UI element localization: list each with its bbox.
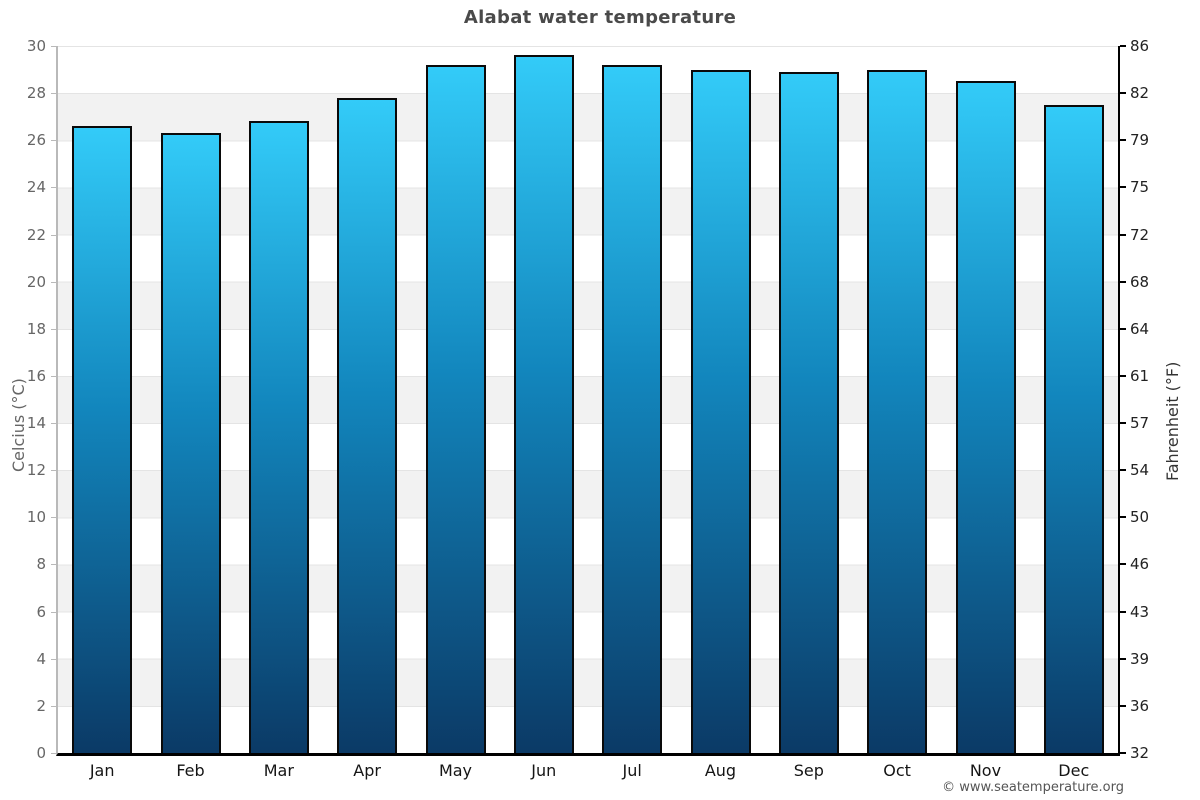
y-tick-label-fahrenheit: 86 <box>1130 37 1150 55</box>
x-tick-label-mar: Mar <box>263 761 294 780</box>
bar-mar <box>248 121 309 753</box>
y-tick-mark-left <box>51 705 56 707</box>
y-tick-label-celsius: 30 <box>26 37 46 55</box>
y-tick-label-celsius: 26 <box>26 131 46 150</box>
y-tick-label-celsius: 4 <box>36 649 46 668</box>
copyright-text: © www.seatemperature.org <box>942 780 1124 795</box>
y-tick-mark-left <box>51 517 56 519</box>
y-tick-label-fahrenheit: 82 <box>1130 84 1150 103</box>
y-tick-mark-left <box>51 753 56 754</box>
x-tick-label-apr: Apr <box>353 761 381 780</box>
x-tick-label-feb: Feb <box>176 761 205 780</box>
y-tick-mark-left <box>51 328 56 330</box>
y-tick-label-fahrenheit: 36 <box>1130 696 1150 715</box>
y-tick-mark-left <box>51 140 56 142</box>
bar-jun <box>513 55 574 753</box>
bar-apr <box>337 97 398 753</box>
y-tick-label-celsius: 0 <box>36 744 46 762</box>
bar-nov <box>955 81 1016 753</box>
x-tick-label-may: May <box>438 761 473 780</box>
y-tick-mark-right <box>1120 92 1126 95</box>
x-tick-label-oct: Oct <box>883 761 911 780</box>
y-tick-label-celsius: 12 <box>26 461 46 480</box>
bar-jul <box>602 64 663 753</box>
y-tick-mark-left <box>51 564 56 566</box>
y-tick-mark-left <box>51 423 56 425</box>
y-tick-label-celsius: 14 <box>26 414 46 433</box>
y-tick-mark-left <box>51 470 56 472</box>
y-tick-mark-right <box>1120 374 1126 377</box>
x-tick-label-sep: Sep <box>793 761 824 780</box>
y-tick-label-fahrenheit: 32 <box>1130 744 1150 762</box>
y-tick-mark-right <box>1120 704 1126 707</box>
y-tick-label-fahrenheit: 43 <box>1130 602 1150 621</box>
y-tick-label-celsius: 2 <box>36 696 46 715</box>
bar-dec <box>1043 104 1104 753</box>
y-tick-mark-right <box>1120 280 1126 283</box>
y-tick-mark-right <box>1120 45 1126 47</box>
y-tick-label-celsius: 10 <box>26 508 46 527</box>
y-tick-label-fahrenheit: 50 <box>1130 508 1150 527</box>
bar-feb <box>160 133 221 753</box>
y-tick-mark-left <box>51 93 56 95</box>
y-tick-mark-right <box>1120 752 1126 754</box>
y-tick-label-fahrenheit: 64 <box>1130 319 1150 338</box>
x-tick-label-jan: Jan <box>89 761 115 780</box>
bar-aug <box>690 69 751 753</box>
y-tick-mark-left <box>51 281 56 283</box>
bar-may <box>425 64 486 753</box>
y-tick-label-celsius: 24 <box>26 178 46 197</box>
y-tick-mark-left <box>51 234 56 236</box>
y-tick-mark-right <box>1120 563 1126 566</box>
y-tick-label-fahrenheit: 57 <box>1130 414 1150 433</box>
bar-sep <box>778 71 839 753</box>
y-tick-label-celsius: 28 <box>26 84 46 103</box>
y-tick-mark-left <box>51 46 56 47</box>
x-tick-label-jul: Jul <box>622 761 642 780</box>
y-tick-mark-right <box>1120 327 1126 330</box>
y-tick-label-celsius: 8 <box>36 555 46 574</box>
y-tick-label-fahrenheit: 46 <box>1130 555 1150 574</box>
y-tick-mark-right <box>1120 610 1126 613</box>
x-tick-label-nov: Nov <box>969 761 1002 780</box>
y-tick-label-fahrenheit: 75 <box>1130 178 1150 197</box>
x-tick-label-jun: Jun <box>531 761 557 780</box>
y-tick-label-fahrenheit: 61 <box>1130 366 1150 385</box>
y-tick-mark-right <box>1120 186 1126 189</box>
y-tick-mark-right <box>1120 422 1126 425</box>
y-tick-label-celsius: 18 <box>26 319 46 338</box>
y-tick-mark-left <box>51 375 56 377</box>
chart-title: Alabat water temperature <box>463 7 737 28</box>
y-tick-mark-right <box>1120 233 1126 236</box>
plot-area <box>56 46 1120 756</box>
x-axis-labels: Jan Feb Mar Apr May Jun Jul Aug Sep Oct Nov Dec <box>58 761 1118 780</box>
y-tick-mark-right <box>1120 469 1126 472</box>
y-tick-mark-right <box>1120 139 1126 142</box>
bar-oct <box>867 69 928 753</box>
y-tick-label-celsius: 16 <box>26 366 46 385</box>
y-tick-mark-left <box>51 658 56 660</box>
y-tick-mark-right <box>1120 657 1126 660</box>
y-tick-label-celsius: 22 <box>26 225 46 244</box>
y-tick-label-fahrenheit: 54 <box>1130 461 1150 480</box>
y-tick-label-celsius: 6 <box>36 602 46 621</box>
y-tick-mark-right <box>1120 516 1126 519</box>
bar-jan <box>72 126 133 753</box>
y-tick-label-fahrenheit: 39 <box>1130 649 1150 668</box>
y-tick-mark-left <box>51 187 56 189</box>
y-tick-label-fahrenheit: 68 <box>1130 272 1150 291</box>
x-tick-label-dec: Dec <box>1058 761 1090 780</box>
y-tick-label-fahrenheit: 72 <box>1130 225 1150 244</box>
y-tick-label-celsius: 20 <box>26 272 46 291</box>
y-tick-label-fahrenheit: 79 <box>1130 131 1150 150</box>
y-tick-mark-left <box>51 611 56 613</box>
x-tick-label-aug: Aug <box>704 761 737 780</box>
